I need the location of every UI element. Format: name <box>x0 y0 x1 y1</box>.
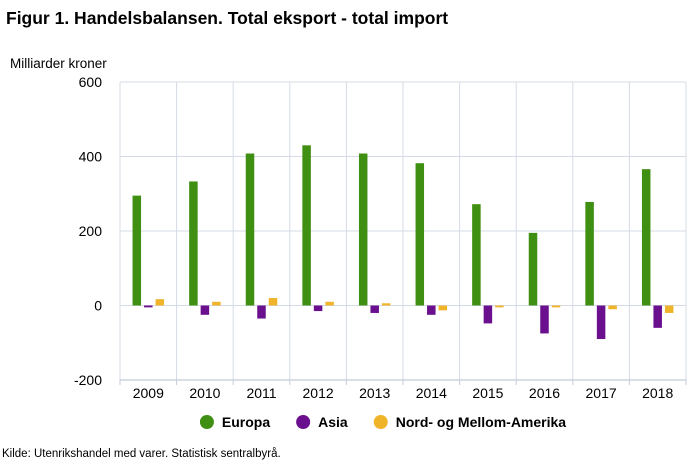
bar-nord-og-mellom-amerika-2012 <box>325 301 334 306</box>
bar-europa-2018 <box>641 169 651 306</box>
grid-lines <box>119 81 687 385</box>
bar-europa-2014 <box>415 163 425 306</box>
bar-nord-og-mellom-amerika-2015 <box>495 305 504 308</box>
bar-asia-2014 <box>427 305 436 315</box>
x-tick-label: 2012 <box>303 385 334 401</box>
legend-item[interactable]: Nord- og Mellom-Amerika <box>373 414 567 430</box>
legend-marker <box>296 415 311 429</box>
bar-europa-2016 <box>528 232 538 306</box>
tick-labels: 600 400 200 0 -200 2009 2010 2011 2012 2013 2014 20… <box>74 74 674 401</box>
legend-label: Asia <box>318 414 348 430</box>
legend-label: Nord- og Mellom-Amerika <box>396 414 567 430</box>
bar-europa-2010 <box>189 181 198 306</box>
y-tick-label: 0 <box>94 298 102 314</box>
bar-asia-2017 <box>596 305 606 340</box>
bar-nord-og-mellom-amerika-2013 <box>381 303 391 306</box>
bar-nord-og-mellom-amerika-2017 <box>608 305 617 310</box>
bar-europa-2011 <box>245 153 255 306</box>
bar-europa-2015 <box>472 204 481 306</box>
bar-europa-2009 <box>132 195 142 306</box>
source-note: Kilde: Utenrikshandel med varer. Statist… <box>2 448 281 460</box>
bar-asia-2010 <box>200 305 210 315</box>
bar-europa-2013 <box>358 153 368 306</box>
legend-label: Europa <box>222 414 270 430</box>
x-tick-label: 2011 <box>246 385 276 401</box>
bar-asia-2015 <box>483 305 493 324</box>
bar-asia-2016 <box>540 305 549 334</box>
bar-nord-og-mellom-amerika-2018 <box>664 305 674 313</box>
bar-nord-og-mellom-amerika-2016 <box>551 305 561 308</box>
y-tick-label: 400 <box>79 149 103 165</box>
legend-marker <box>199 415 214 429</box>
legend-marker <box>373 415 388 429</box>
bar-nord-og-mellom-amerika-2014 <box>438 305 448 311</box>
y-tick-label: 200 <box>79 223 103 239</box>
bar-europa-2017 <box>585 201 594 306</box>
legend-item[interactable]: Europa <box>199 414 270 430</box>
bar-nord-og-mellom-amerika-2010 <box>212 301 221 306</box>
legend: Europa Asia Nord- og Mellom-Amerika <box>199 414 567 430</box>
bar-asia-2013 <box>370 305 379 313</box>
bar-nord-og-mellom-amerika-2009 <box>155 299 165 306</box>
bar-europa-2012 <box>302 145 311 306</box>
y-tick-label: 600 <box>79 74 103 90</box>
y-axis-unit-label: Milliarder kroner <box>10 56 107 71</box>
x-tick-label: 2009 <box>133 385 164 401</box>
bars <box>132 145 674 340</box>
x-tick-label: 2017 <box>586 385 617 401</box>
bar-asia-2012 <box>313 305 323 312</box>
x-tick-label: 2018 <box>642 385 673 401</box>
x-tick-label: 2014 <box>416 385 447 401</box>
y-tick-label: -200 <box>74 372 102 388</box>
bar-nord-og-mellom-amerika-2011 <box>268 298 278 306</box>
x-tick-label: 2015 <box>472 385 503 401</box>
x-tick-label: 2010 <box>189 385 220 401</box>
legend-item[interactable]: Asia <box>296 414 348 430</box>
bar-asia-2009 <box>144 305 153 308</box>
chart-title: Figur 1. Handelsbalansen. Total eksport … <box>6 8 449 28</box>
bar-asia-2018 <box>653 305 662 328</box>
x-tick-label: 2016 <box>529 385 560 401</box>
x-tick-label: 2013 <box>359 385 390 401</box>
bar-asia-2011 <box>257 305 266 319</box>
